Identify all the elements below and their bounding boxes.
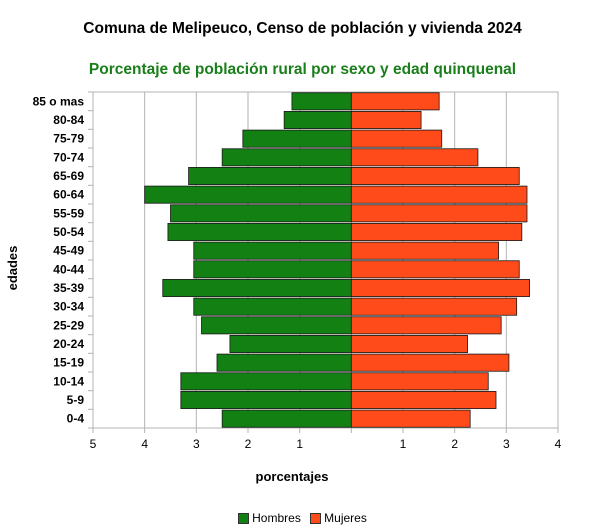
x-tick-label: 1	[400, 437, 407, 451]
bar-mujeres	[350, 391, 497, 409]
bar-hombres	[193, 241, 352, 260]
y-tick-label: 25-29	[53, 318, 84, 332]
bar-hombres	[167, 223, 352, 241]
bar-hombres	[229, 335, 352, 353]
bar-mujeres	[350, 241, 499, 260]
chart-subtitle: Porcentaje de población rural por sexo y…	[88, 61, 517, 78]
y-tick-label: 45-49	[53, 244, 84, 258]
chart-legend: Hombres Mujeres	[0, 511, 605, 527]
x-axis-title: porcentajes	[256, 469, 329, 484]
legend-item-hombres: Hombres	[238, 511, 301, 525]
legend-label-mujeres: Mujeres	[324, 511, 367, 525]
x-tick-label: 5	[90, 437, 97, 451]
bar-mujeres	[350, 92, 440, 111]
y-tick-label: 40-44	[53, 262, 84, 276]
bar-mujeres	[350, 279, 530, 297]
bar-mujeres	[350, 148, 479, 167]
bar-mujeres	[350, 297, 518, 316]
y-tick-label: 75-79	[53, 132, 84, 146]
y-tick-label: 20-24	[53, 337, 84, 351]
bar-mujeres	[350, 204, 528, 223]
x-tick-label: 2	[245, 437, 252, 451]
legend-swatch-hombres	[238, 512, 250, 524]
bar-mujeres	[350, 260, 520, 279]
bar-hombres	[201, 316, 352, 335]
y-tick-label: 30-34	[53, 300, 84, 314]
y-tick-label: 15-19	[53, 356, 84, 370]
x-tick-label: 1	[296, 437, 303, 451]
bar-mujeres	[350, 335, 468, 353]
y-tick-label: 60-64	[53, 188, 84, 202]
bar-hombres	[170, 204, 352, 223]
x-tick-label: 3	[503, 437, 510, 451]
chart-title: Comuna de Melipeuco, Censo de población …	[83, 20, 522, 37]
y-tick-label: 85 o mas	[33, 94, 85, 108]
x-tick-label: 4	[141, 437, 148, 451]
legend-label-hombres: Hombres	[252, 511, 301, 525]
y-tick-label: 55-59	[53, 206, 84, 220]
y-axis-title: edades	[5, 246, 20, 291]
y-tick-label: 70-74	[53, 150, 84, 164]
bar-hombres	[188, 167, 352, 185]
bar-mujeres	[350, 409, 471, 428]
bar-hombres	[216, 353, 352, 372]
bar-hombres	[221, 148, 352, 167]
x-tick-label: 3	[193, 437, 200, 451]
y-tick-label: 50-54	[53, 225, 84, 239]
y-tick-label: 5-9	[67, 393, 85, 407]
legend-swatch-mujeres	[310, 512, 322, 524]
y-tick-label: 65-69	[53, 169, 84, 183]
bar-hombres	[180, 372, 352, 391]
bar-mujeres	[350, 353, 510, 372]
bar-hombres	[162, 279, 352, 297]
bar-hombres	[193, 260, 352, 279]
bar-mujeres	[350, 111, 422, 129]
bar-hombres	[193, 297, 352, 316]
bar-hombres	[242, 129, 352, 148]
bar-hombres	[180, 391, 352, 409]
y-tick-label: 80-84	[53, 113, 84, 127]
x-tick-label: 4	[555, 437, 562, 451]
y-tick-label: 0-4	[67, 412, 85, 426]
bar-mujeres	[350, 372, 489, 391]
x-tick-label: 2	[451, 437, 458, 451]
legend-item-mujeres: Mujeres	[310, 511, 367, 525]
bar-hombres	[283, 111, 352, 129]
bar-hombres	[291, 92, 352, 111]
bar-mujeres	[350, 185, 528, 204]
y-tick-label: 10-14	[53, 374, 84, 388]
bar-hombres	[221, 409, 352, 428]
bar-mujeres	[350, 129, 443, 148]
y-tick-label: 35-39	[53, 281, 84, 295]
bar-mujeres	[350, 223, 523, 241]
bar-hombres	[144, 185, 352, 204]
bar-mujeres	[350, 316, 502, 335]
bar-mujeres	[350, 167, 520, 185]
